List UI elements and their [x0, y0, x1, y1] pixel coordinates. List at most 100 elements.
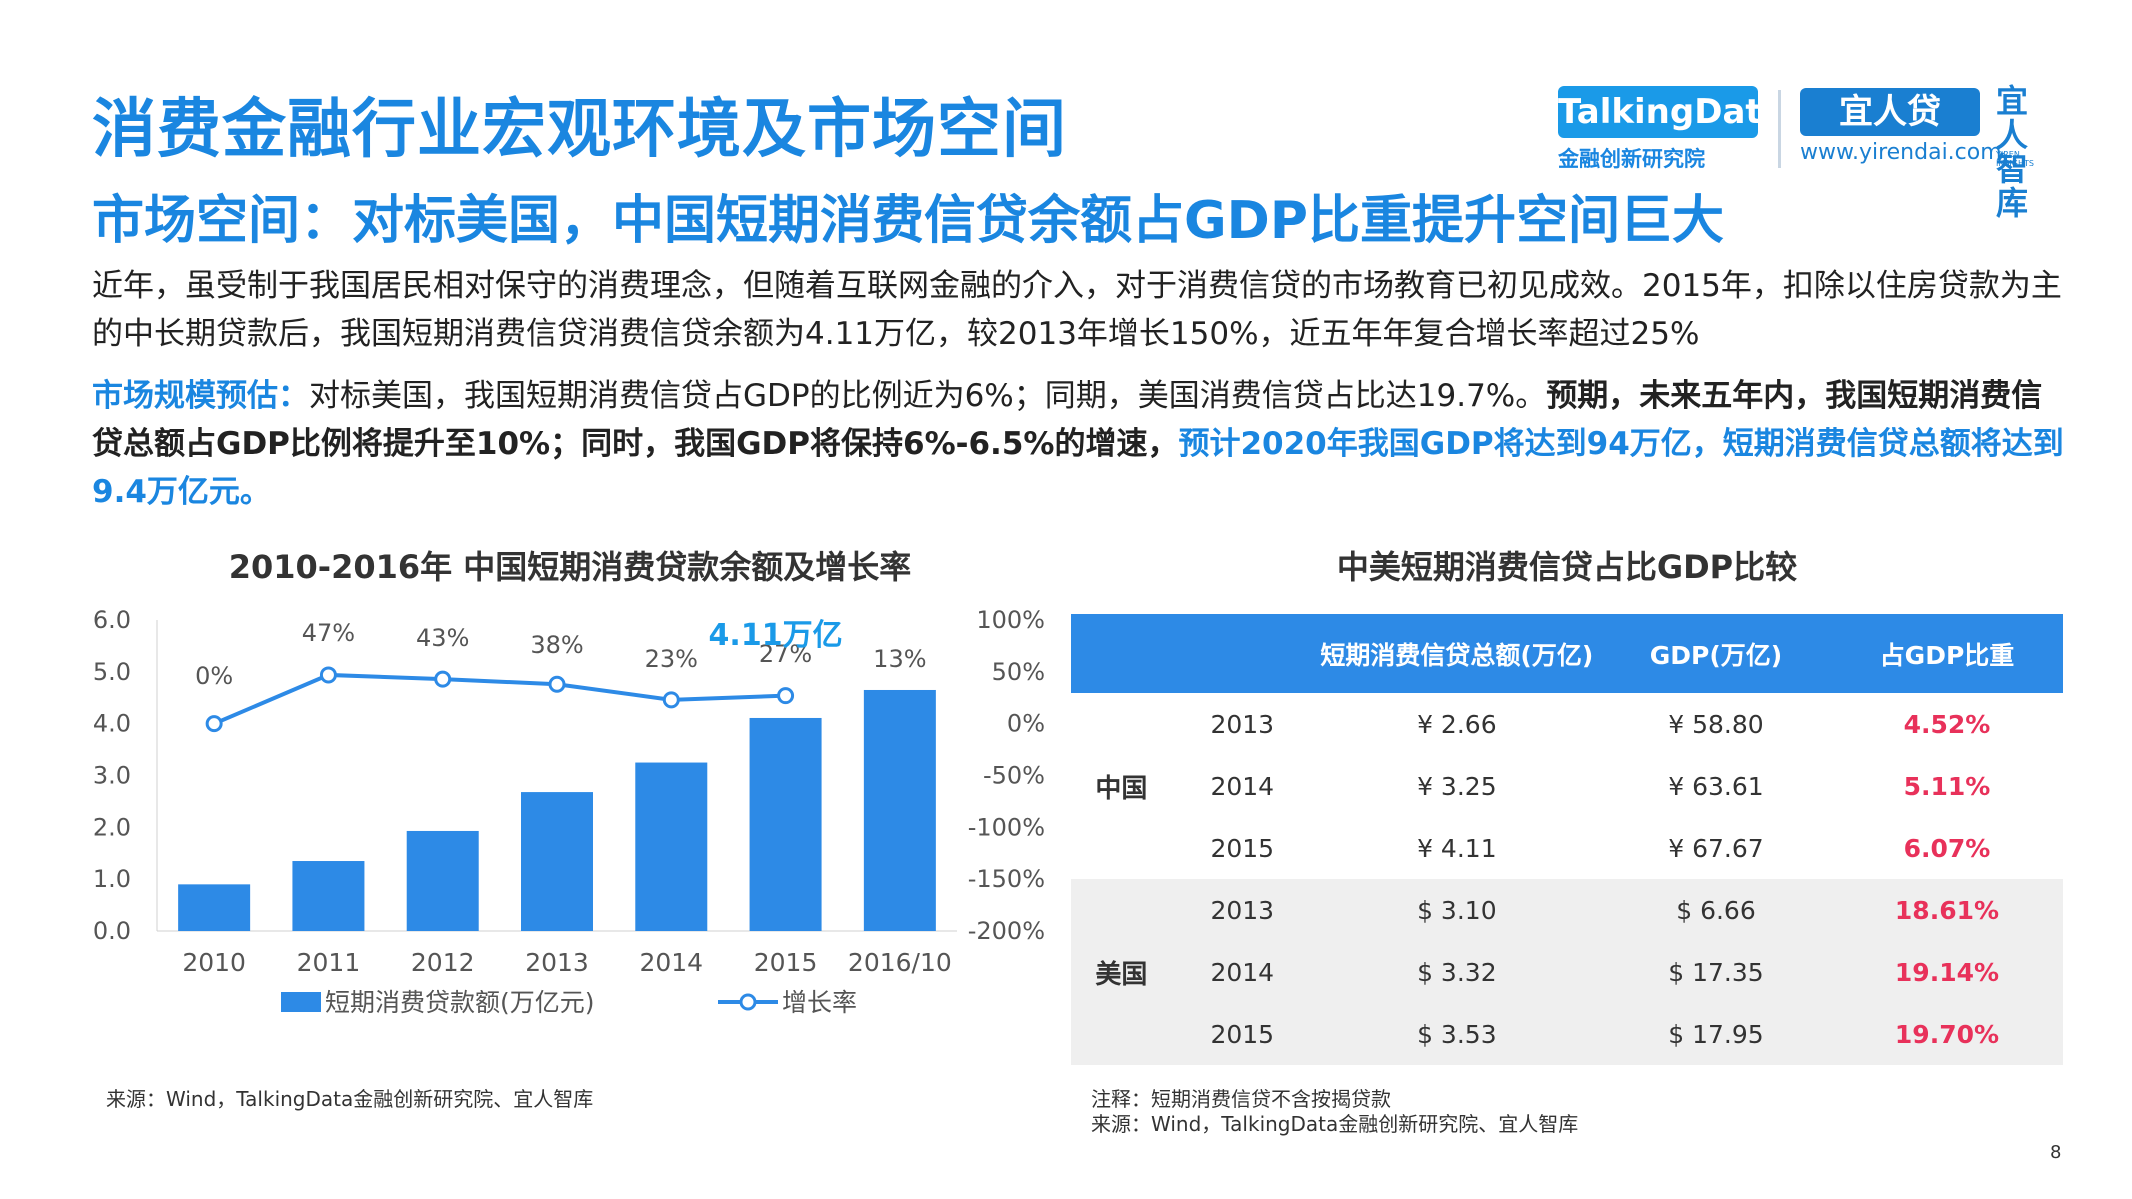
- left-axis-tick: 4.0: [93, 710, 131, 738]
- credit-cell: $ 3.32: [1312, 941, 1602, 1003]
- left-axis-tick: 6.0: [93, 606, 131, 634]
- right-axis-tick: 100%: [976, 606, 1045, 634]
- x-axis-tick: 2013: [525, 948, 589, 977]
- x-axis-tick: 2012: [411, 948, 475, 977]
- x-axis-tick: 2016/10: [848, 948, 952, 977]
- page-number: 8: [2050, 1142, 2062, 1163]
- right-note: 注释：短期消费信贷不含按揭贷款: [1091, 1087, 1391, 1111]
- gdp-cell: $ 6.66: [1601, 879, 1831, 941]
- market-estimate-text: 对标美国，我国短期消费信贷占GDP的比例近为6%；同期，美国消费信贷占比达19.…: [309, 378, 1547, 414]
- zhiku-logo: 宜人智库: [1996, 82, 2029, 222]
- legend-bar-label: 短期消费贷款额(万亿元): [325, 988, 595, 1017]
- year-cell: 2014: [1210, 771, 1275, 801]
- ratio-cell: 5.11%: [1903, 771, 1991, 801]
- header-gdp: GDP(万亿): [1601, 614, 1831, 693]
- gdp-cell: $ 17.95: [1601, 1003, 1831, 1065]
- country-cell: 中国: [1095, 773, 1148, 804]
- header-credit: 短期消费信贷总额(万亿): [1312, 614, 1602, 693]
- legend-bar-swatch: [281, 992, 321, 1012]
- credit-cell: $ 3.53: [1312, 1003, 1602, 1065]
- market-estimate-label: 市场规模预估：: [92, 378, 309, 414]
- year-cell: 2013: [1171, 879, 1313, 941]
- growth-point: [205, 715, 223, 733]
- right-axis-tick: -150%: [968, 865, 1045, 893]
- ratio-cell: 4.52%: [1903, 709, 1991, 739]
- ratio-cell: 6.07%: [1903, 833, 1991, 863]
- gdp-cell: ¥ 67.67: [1668, 833, 1764, 863]
- legend-line-label: 增长率: [782, 988, 857, 1017]
- x-axis-tick: 2014: [639, 948, 703, 977]
- right-axis-tick: -50%: [983, 762, 1045, 790]
- combo-chart: 0.0 1.0 2.0 3.0 4.0 5.0 6.0 -200% -150% -100% -50%…: [93, 606, 1045, 1017]
- left-chart-title: 2010-2016年 中国短期消费贷款余额及增长率: [228, 548, 912, 586]
- growth-point: [777, 687, 795, 705]
- right-axis-tick: 0%: [1007, 710, 1045, 738]
- header-year: [1171, 614, 1313, 693]
- table-header-row: 短期消费信贷总额(万亿) GDP(万亿) 占GDP比重: [1071, 614, 2063, 693]
- year-cell: 2014: [1171, 941, 1313, 1003]
- bar: [406, 830, 479, 931]
- talkingdata-logo: TalkingData: [1558, 86, 1785, 138]
- left-axis-tick: 5.0: [93, 658, 131, 686]
- growth-label: 43%: [416, 624, 469, 652]
- right-axis-tick: -100%: [968, 813, 1045, 841]
- bar: [521, 792, 593, 931]
- talkingdata-logo-sub: 金融创新研究院: [1558, 147, 1705, 171]
- right-axis-tick: -200%: [968, 917, 1045, 945]
- x-axis-tick: 2010: [182, 948, 246, 977]
- credit-cell: ¥ 4.11: [1417, 833, 1497, 863]
- gdp-cell: ¥ 58.80: [1668, 709, 1764, 739]
- ratio-cell: 19.14%: [1830, 941, 2063, 1003]
- growth-point: [434, 670, 452, 688]
- left-source: 来源：Wind，TalkingData金融创新研究院、宜人智库: [106, 1087, 594, 1111]
- credit-cell: ¥ 3.25: [1417, 771, 1497, 801]
- ratio-cell: 18.61%: [1830, 879, 2063, 941]
- page-subtitle: 市场空间：对标美国，中国短期消费信贷余额占GDP比重提升空间巨大: [92, 191, 1724, 251]
- year-cell: 2013: [1210, 709, 1275, 739]
- growth-label: 23%: [645, 645, 698, 673]
- table-row: 2014 ¥ 3.25 ¥ 63.61 5.11%: [1071, 755, 2063, 817]
- bar: [635, 762, 708, 931]
- comparison-table: 短期消费信贷总额(万亿) GDP(万亿) 占GDP比重 中国 2013 ¥ 2.…: [1071, 614, 2063, 1065]
- legend-line-marker: [739, 993, 757, 1011]
- growth-label: 0%: [195, 662, 233, 690]
- growth-point: [319, 666, 337, 684]
- year-cell: 2015: [1171, 1003, 1313, 1065]
- value-annotation: 4.11万亿: [709, 618, 843, 653]
- country-cell: 美国: [1071, 879, 1172, 1065]
- header-country: [1071, 614, 1172, 693]
- left-axis-tick: 2.0: [93, 813, 131, 841]
- growth-label: 13%: [873, 645, 926, 673]
- growth-line: [213, 672, 786, 726]
- right-source: 来源：Wind，TalkingData金融创新研究院、宜人智库: [1091, 1112, 1579, 1136]
- credit-cell: ¥ 2.66: [1417, 709, 1497, 739]
- market-estimate-blue: 预计2020年我国GDP将达到94万亿，: [1178, 426, 1723, 462]
- ratio-cell: 19.70%: [1830, 1003, 2063, 1065]
- year-cell: 2015: [1210, 833, 1275, 863]
- table-row: 2014 $ 3.32 $ 17.35 19.14%: [1071, 941, 2063, 1003]
- logo-divider: [1778, 90, 1781, 168]
- yirendai-url: www.yirendai.com: [1800, 140, 2002, 165]
- x-axis-tick: 2015: [754, 948, 818, 977]
- growth-label: 47%: [302, 619, 355, 647]
- market-estimate-bold: 预期，未来五年内，我国短期消费信贷总额占GDP比例将提升至10%；同时，我国GD…: [92, 378, 2043, 462]
- growth-label: 27%: [759, 640, 812, 668]
- growth-label: 38%: [530, 631, 583, 659]
- left-axis-tick: 3.0: [93, 762, 131, 790]
- table-row: 中国 2013 ¥ 2.66 ¥ 58.80 4.52%: [1071, 693, 2063, 804]
- right-axis-tick: 50%: [992, 658, 1045, 686]
- table-row: 2015 ¥ 4.11 ¥ 67.67 6.07%: [1071, 817, 2063, 879]
- market-estimate-bold2: 短期消费信贷总额将达到9.4万亿元。: [92, 426, 2064, 510]
- page-title: 消费金融行业宏观环境及市场空间: [92, 93, 1067, 167]
- right-chart-title: 中美短期消费信贷占比GDP比较: [1336, 548, 1798, 586]
- intro-paragraph: 近年，虽受制于我国居民相对保守的消费理念，但随着互联网金融的介入，对于消费信贷的…: [92, 268, 2062, 352]
- bar: [178, 884, 251, 931]
- table-row: 2015 $ 3.53 $ 17.95 19.70%: [1071, 1003, 2063, 1065]
- bar: [749, 717, 822, 931]
- left-axis-tick: 1.0: [93, 865, 131, 893]
- header-ratio: 占GDP比重: [1830, 614, 2063, 693]
- bar: [292, 861, 365, 931]
- zhiku-logo-sub: YIREN INSIGHTS: [1996, 150, 2034, 168]
- x-axis-tick: 2011: [297, 948, 361, 977]
- table-row: 美国 2013 $ 3.10 $ 6.66 18.61%: [1071, 879, 2063, 1065]
